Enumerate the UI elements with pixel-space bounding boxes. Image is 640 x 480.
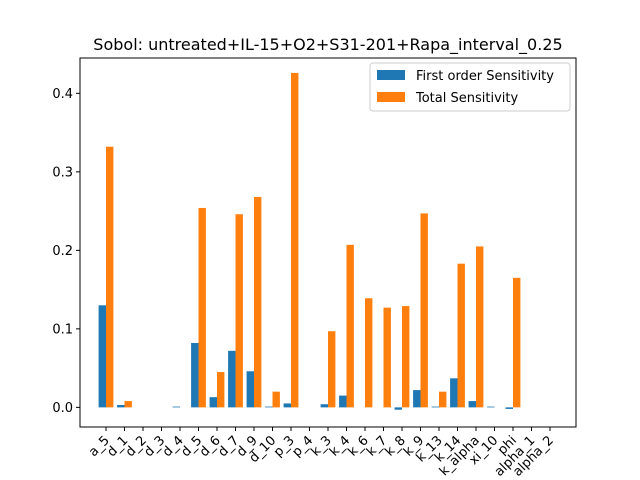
- bar-first-order-d_4: [172, 406, 180, 408]
- bar-first-order-k_14: [450, 378, 458, 408]
- bar-total-k_14: [457, 263, 465, 408]
- y-tick-label: 0.2: [52, 244, 73, 259]
- y-tick-label: 0.3: [52, 165, 73, 180]
- bar-total-a_5: [106, 146, 114, 408]
- bar-total-p_3: [291, 72, 299, 408]
- bar-total-k_4: [346, 244, 354, 408]
- chart-title: Sobol: untreated+IL-15+O2+S31-201+Rapa_i…: [93, 35, 562, 55]
- bar-total-d_6: [217, 372, 225, 408]
- bar-first-order-k_8: [394, 407, 402, 410]
- bar-total-d_5: [198, 207, 206, 408]
- legend-swatch-first-order: [377, 70, 405, 80]
- bar-first-order-d_1: [117, 405, 125, 408]
- bar-total-k_alpha: [476, 246, 484, 408]
- bar-total-k_7: [383, 307, 391, 408]
- bar-first-order-xi_10: [487, 406, 495, 408]
- bars-layer: [98, 72, 521, 410]
- bar-total-d_7: [235, 214, 243, 408]
- plot-frame: [79, 57, 577, 428]
- bar-first-order-d_6: [209, 397, 217, 408]
- bar-total-k_3: [328, 331, 336, 408]
- bar-total-phi: [513, 277, 521, 408]
- bar-first-order-k_alpha: [468, 401, 476, 408]
- bar-first-order-k_13: [431, 406, 439, 408]
- legend-swatch-total: [377, 92, 405, 102]
- y-tick-label: 0.1: [52, 322, 73, 337]
- bar-total-k_13: [439, 391, 447, 408]
- bar-total-k_8: [402, 306, 410, 408]
- bar-total-d_9: [254, 196, 262, 408]
- bar-first-order-d_7: [228, 350, 236, 408]
- legend: First order Sensitivity Total Sensitivit…: [369, 62, 571, 112]
- legend-label-first-order: First order Sensitivity: [416, 69, 554, 84]
- y-tick-label: 0.4: [52, 87, 73, 102]
- bar-first-order-k_3: [320, 404, 328, 408]
- bar-first-order-k_9: [413, 390, 421, 408]
- bar-first-order-d_10: [265, 406, 273, 408]
- y-axis: 0.0 0.1 0.2 0.3 0.4: [52, 87, 80, 416]
- bar-first-order-k_4: [339, 395, 347, 408]
- legend-label-total: Total Sensitivity: [415, 91, 518, 106]
- bar-total-k_9: [420, 213, 428, 408]
- bar-first-order-p_3: [283, 403, 291, 408]
- bar-first-order-a_5: [98, 305, 106, 408]
- bar-total-d_1: [124, 401, 132, 408]
- y-tick-label: 0.0: [52, 401, 73, 416]
- bar-first-order-d_5: [191, 342, 199, 408]
- bar-first-order-d_9: [246, 371, 254, 408]
- bar-total-d_10: [272, 391, 280, 408]
- bar-total-k_6: [365, 298, 373, 408]
- legend-frame: [369, 62, 571, 112]
- bar-first-order-phi: [505, 407, 513, 409]
